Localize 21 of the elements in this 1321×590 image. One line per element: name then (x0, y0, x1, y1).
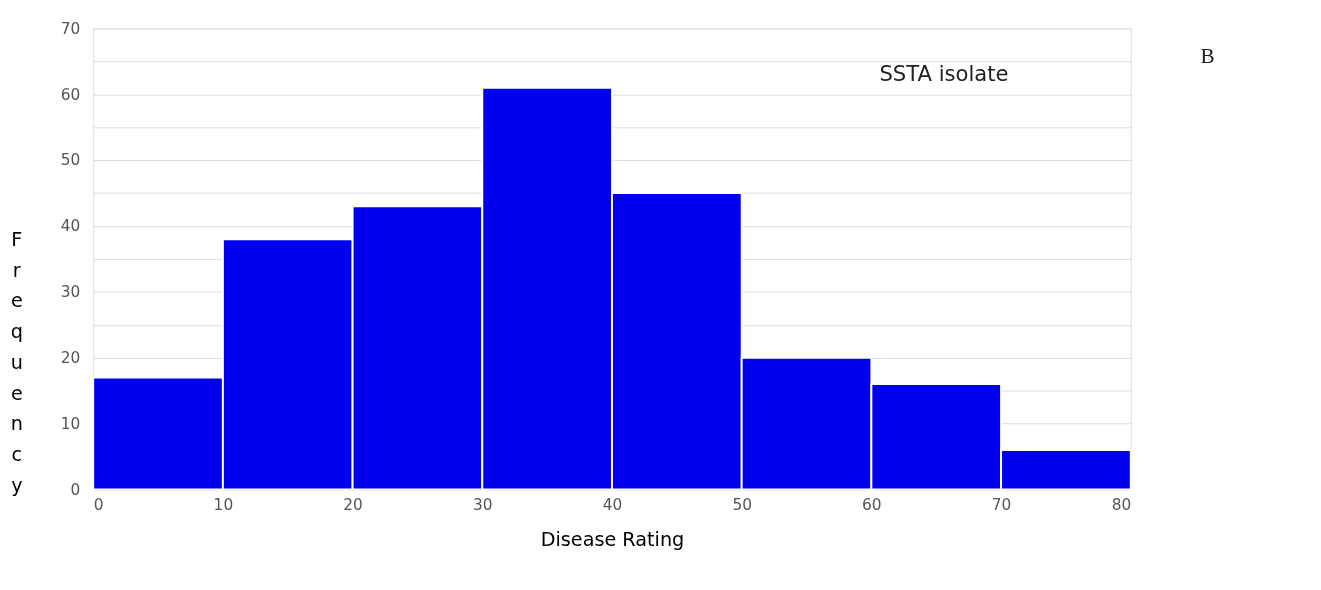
x-tick-label: 10 (213, 496, 234, 515)
x-tick-label: 0 (93, 496, 104, 515)
y-tick-label: 0 (70, 480, 81, 499)
y-tick-label: 30 (60, 283, 81, 302)
x-tick-label: 20 (343, 496, 363, 515)
annotation: SSTA isolate (879, 61, 1009, 87)
y-tick-label: 20 (60, 349, 81, 368)
y-tick-label: 10 (60, 414, 81, 433)
x-tick-label: 80 (1111, 496, 1132, 515)
x-tick-label: 40 (602, 496, 623, 515)
x-tick-label: 50 (732, 496, 752, 515)
text: B (1200, 43, 1215, 68)
x-tick-label: 70 (991, 496, 1012, 515)
x-axis-title: Disease Rating (540, 527, 685, 551)
x-tick-label: 60 (862, 496, 882, 515)
y-tick-label: 40 (60, 217, 81, 236)
y-tick-label: 50 (60, 151, 81, 170)
y-tick-label: 70 (60, 19, 81, 38)
text: Frequency (10, 227, 23, 497)
y-tick-label: 60 (60, 85, 81, 104)
x-tick-label: 30 (472, 496, 493, 515)
